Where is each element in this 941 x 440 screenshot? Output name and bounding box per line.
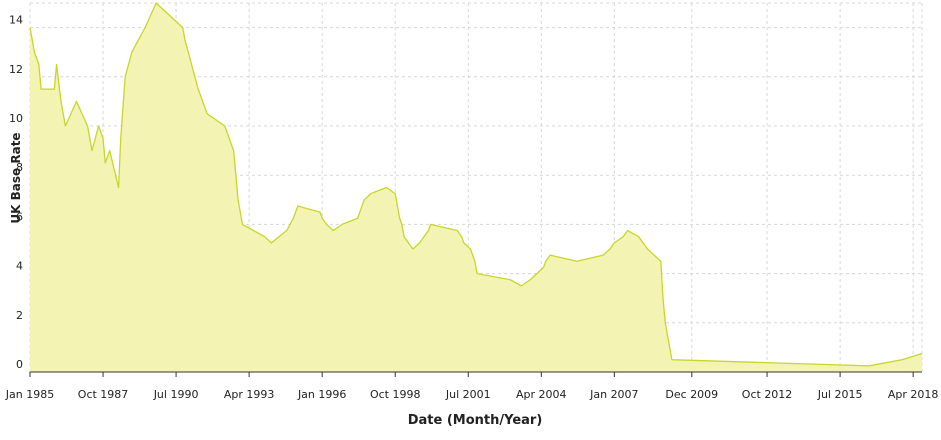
x-tick-label: Jan 2007 [589, 388, 638, 401]
series-line [29, 2, 923, 367]
y-tick-label: 2 [16, 309, 23, 322]
x-tick-label: Jan 1996 [297, 388, 346, 401]
axis-layer: 0 2 4 6 8 10 12 14 Jan 1985 Oct 1987 Jul 1990 Apr 1… [5, 14, 939, 401]
x-tick-label: Jul 1990 [153, 388, 199, 401]
x-tick-label: Jul 2001 [445, 388, 491, 401]
x-tick-label: Oct 1987 [78, 388, 129, 401]
x-tick-label: Jul 2015 [817, 388, 863, 401]
y-tick-label: 4 [16, 260, 23, 273]
x-tick-label: Apr 2018 [888, 388, 939, 401]
y-tick-label: 14 [9, 14, 23, 27]
x-tick-label: Dec 2009 [665, 388, 718, 401]
x-tick-label: Apr 1993 [224, 388, 275, 401]
y-tick-label: 12 [9, 63, 23, 76]
x-tick-label: Apr 2004 [516, 388, 567, 401]
x-tick-label: Oct 1998 [370, 388, 421, 401]
y-tick-label: 10 [9, 112, 23, 125]
y-axis-title: UK Base Rate [9, 132, 23, 223]
series-area-fill [30, 3, 922, 372]
x-tick-label: Oct 2012 [742, 388, 793, 401]
x-tick-label: Jan 1985 [5, 388, 54, 401]
y-tick-label: 0 [16, 358, 23, 371]
x-axis-title: Date (Month/Year) [408, 413, 543, 428]
y-tick-label: 6 [16, 210, 23, 223]
y-tick-label: 8 [16, 161, 23, 174]
area-layer [29, 2, 923, 372]
